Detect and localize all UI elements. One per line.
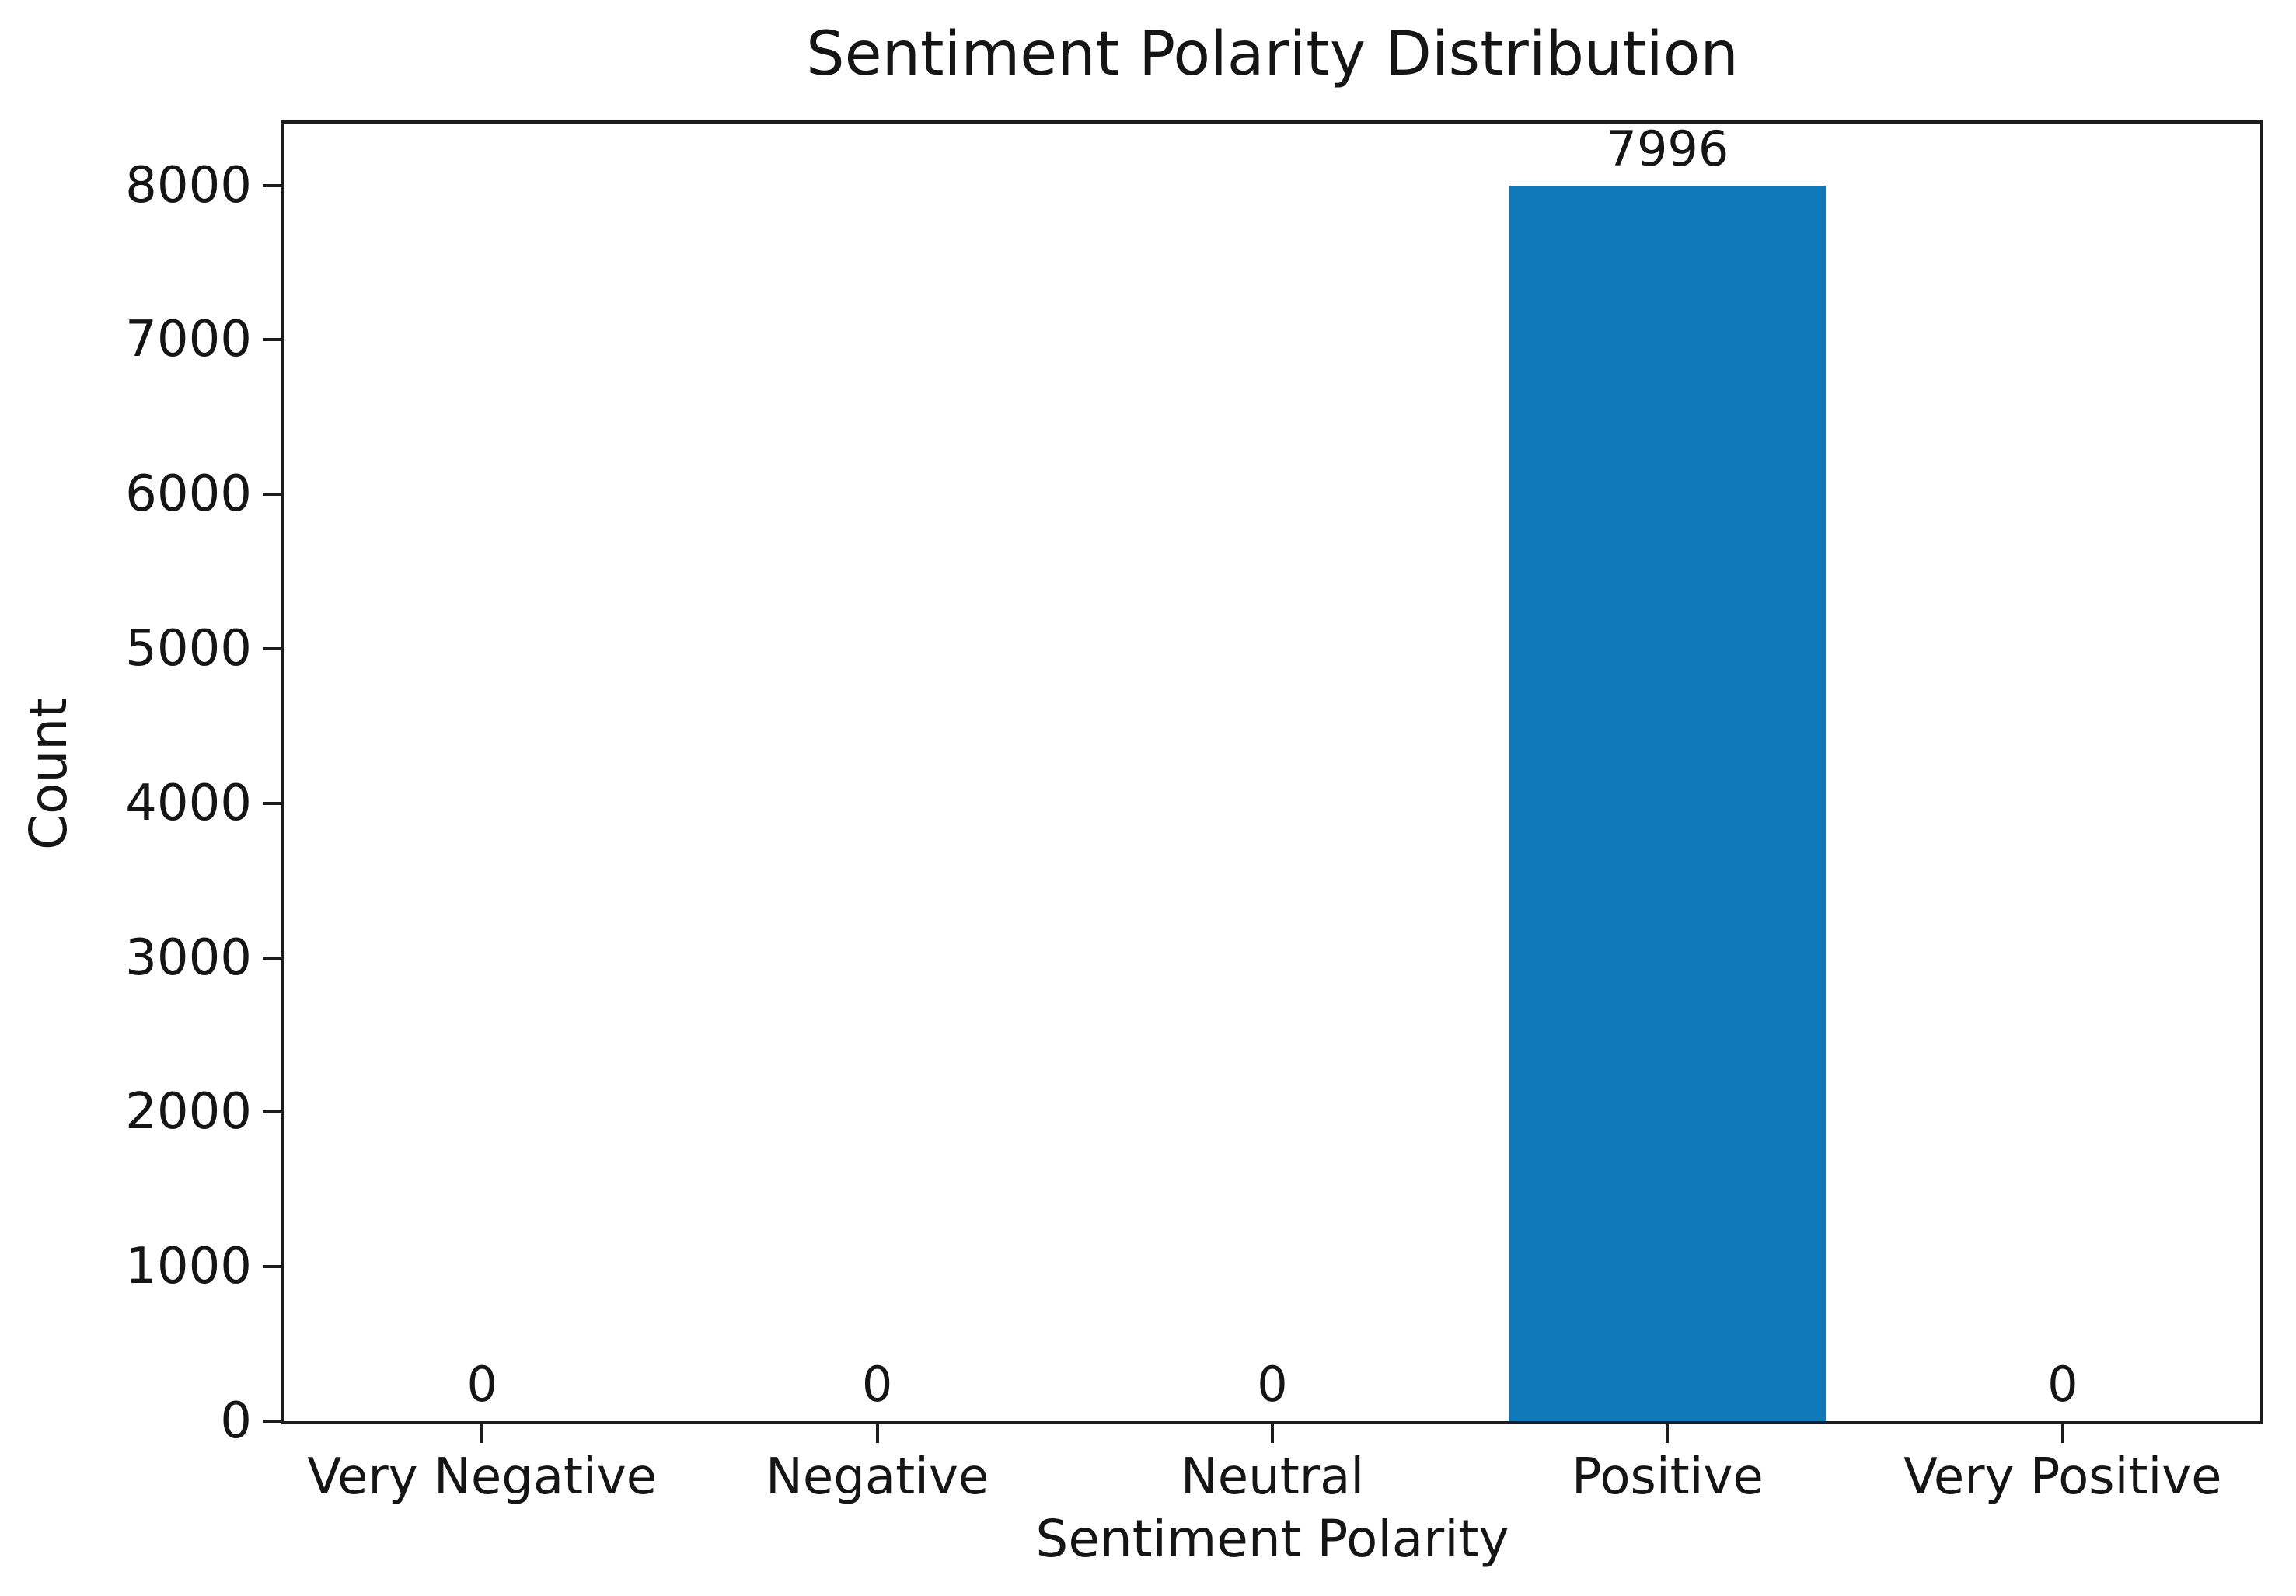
- plot-area: 0 1000 2000 3000 4000 5000 6000 7000 8000 Very Ne…: [125, 120, 2263, 1502]
- y-tick-label: 4000: [125, 774, 252, 832]
- y-tick-label: 5000: [125, 619, 252, 678]
- chart-title: Sentiment Polarity Distribution: [806, 19, 1739, 89]
- y-tick-mark: [263, 183, 281, 187]
- x-axis-label: Sentiment Polarity: [1035, 1509, 1509, 1569]
- y-tick-label: 1000: [125, 1238, 252, 1296]
- bar-value-label: 0: [861, 1356, 893, 1413]
- y-tick-mark: [263, 1110, 281, 1114]
- y-tick-label: 2000: [125, 1083, 252, 1141]
- bar-value-label: 0: [466, 1356, 497, 1413]
- y-tick-mark: [263, 1420, 281, 1423]
- x-tick-label: Very Positive: [1903, 1448, 2222, 1506]
- x-tick-label: Neutral: [1180, 1448, 1365, 1506]
- y-tick-label: 7000: [125, 311, 252, 369]
- x-tick-mark: [2060, 1424, 2064, 1443]
- bar: [1509, 186, 1826, 1421]
- y-tick-mark: [263, 338, 281, 342]
- y-tick-mark: [263, 646, 281, 650]
- x-tick-mark: [1666, 1424, 1670, 1443]
- y-tick-mark: [263, 956, 281, 960]
- bar-value-label: 0: [2047, 1356, 2078, 1413]
- y-tick-label: 3000: [125, 929, 252, 987]
- y-tick-mark: [263, 1265, 281, 1269]
- bar-value-label: 0: [1257, 1356, 1288, 1413]
- y-tick-label: 8000: [125, 156, 252, 214]
- bar-value-label: 7996: [1606, 120, 1729, 178]
- x-tick-label: Negative: [765, 1448, 989, 1506]
- x-tick-label: Very Negative: [307, 1448, 658, 1506]
- x-tick-mark: [1271, 1424, 1274, 1443]
- y-tick-mark: [263, 801, 281, 805]
- x-tick-mark: [480, 1424, 484, 1443]
- y-tick-mark: [263, 493, 281, 497]
- y-tick-label: 0: [220, 1392, 252, 1450]
- y-axis-label: Count: [19, 697, 79, 851]
- y-tick-label: 6000: [125, 465, 252, 524]
- x-tick-label: Positive: [1572, 1448, 1764, 1506]
- x-tick-mark: [875, 1424, 879, 1443]
